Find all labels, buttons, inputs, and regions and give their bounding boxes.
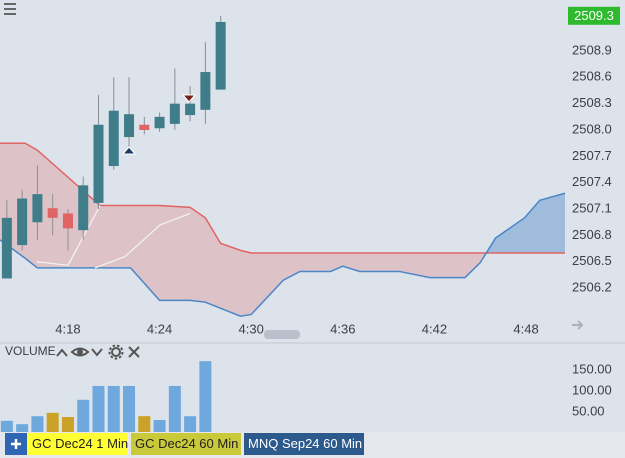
volume-bar: [184, 416, 197, 432]
y-tick-label: 100.00: [572, 382, 612, 397]
y-tick-label: 2508.0: [572, 121, 612, 136]
buy-signal: [121, 146, 137, 155]
candle-body: [154, 116, 165, 129]
candle-body: [32, 194, 43, 223]
candle-body: [185, 103, 196, 116]
y-tick-label: 2508.6: [572, 69, 612, 84]
cloud-fill: [359, 252, 400, 272]
volume-tools[interactable]: [56, 344, 140, 360]
y-tick-label: 2508.3: [572, 95, 612, 110]
volume-bar: [31, 416, 44, 432]
y-tick-label: 2508.9: [572, 42, 612, 57]
candle-body: [17, 198, 28, 246]
cloud-fill: [190, 207, 206, 303]
price-panel: [0, 15, 566, 318]
cloud-fill: [464, 252, 481, 278]
last-price-tag: [568, 6, 620, 25]
cloud-fill: [220, 243, 241, 317]
cloud-fill: [399, 252, 430, 278]
cloud-fill: [495, 217, 525, 253]
cloud-fill: [429, 252, 465, 278]
cloud-fill: [130, 205, 160, 301]
candle-body: [47, 208, 58, 218]
x-tick-label: 4:48: [513, 321, 538, 336]
y-tick-label: 2506.2: [572, 280, 612, 295]
y-tick-label: 50.00: [572, 403, 605, 418]
x-tick-label: 4:30: [239, 321, 264, 336]
volume-bar: [107, 385, 120, 432]
volume-bar: [61, 417, 74, 432]
candle-body: [93, 124, 104, 203]
menu-icon[interactable]: [4, 3, 16, 15]
y-tick-label: 2506.8: [572, 227, 612, 242]
candle-body: [108, 110, 119, 167]
cloud-fill: [159, 205, 191, 301]
chart: VOLUME 2506.2 2506.5 2506.8 2507.1 2507.4 250…: [0, 3, 625, 432]
x-tick-label: 4:24: [147, 321, 172, 336]
cloud-fill: [240, 250, 252, 317]
cloud-fill: [539, 193, 565, 253]
volume-bar: [16, 424, 29, 432]
cloud-fill: [524, 200, 540, 253]
candle-body: [215, 21, 226, 90]
tab[interactable]: GC Dec24 60 Min: [131, 433, 241, 455]
tab-bar: GC Dec24 1 Min GC Dec24 60 Min MNQ Sep24…: [0, 432, 625, 458]
y-tick-label: 2506.5: [572, 253, 612, 268]
volume-bar: [153, 419, 166, 432]
volume-label: VOLUME: [5, 344, 56, 358]
x-tick-label: 4:18: [55, 321, 80, 336]
tab[interactable]: GC Dec24 1 Min: [28, 433, 128, 455]
y-tick-label: 150.00: [572, 361, 612, 376]
lagging-line: [36, 205, 191, 269]
cloud-fill: [25, 143, 38, 268]
volume-bar: [168, 385, 181, 432]
y-tick-label: 2507.7: [572, 148, 612, 163]
cloud-fill: [37, 150, 101, 268]
cloud-fill: [205, 217, 221, 309]
x-tick-label: 4:36: [330, 321, 355, 336]
cloud-fill: [300, 252, 331, 272]
tab[interactable]: MNQ Sep24 60 Min: [244, 433, 364, 455]
scroll-thumb[interactable]: [264, 330, 300, 339]
cloud-fill: [100, 205, 131, 268]
volume-bar: [77, 399, 90, 432]
candle-body: [78, 185, 89, 231]
volume-bar: [138, 416, 151, 432]
volume-bar: [0, 420, 13, 432]
add-tab[interactable]: [5, 433, 27, 455]
candle-body: [62, 213, 73, 229]
volume-bar: [199, 361, 212, 432]
cloud-fill: [251, 252, 284, 315]
span-b-line: [0, 192, 566, 318]
candle-body: [124, 114, 135, 138]
volume-bar: [46, 412, 59, 432]
scroll-right[interactable]: [572, 320, 584, 330]
y-tick-label: 2507.4: [572, 174, 612, 189]
y-tick-label: 2507.1: [572, 201, 612, 216]
candle-body: [139, 124, 150, 131]
x-tick-label: 4:42: [422, 321, 447, 336]
candle-body: [200, 72, 211, 110]
volume-bar: [92, 385, 105, 432]
sell-signal: [181, 94, 197, 103]
span-a-line: [0, 142, 565, 254]
volume-bar: [123, 385, 136, 432]
candle-body: [169, 103, 180, 124]
last-price-label: 2509.3: [574, 8, 614, 23]
candle-body: [1, 217, 12, 279]
